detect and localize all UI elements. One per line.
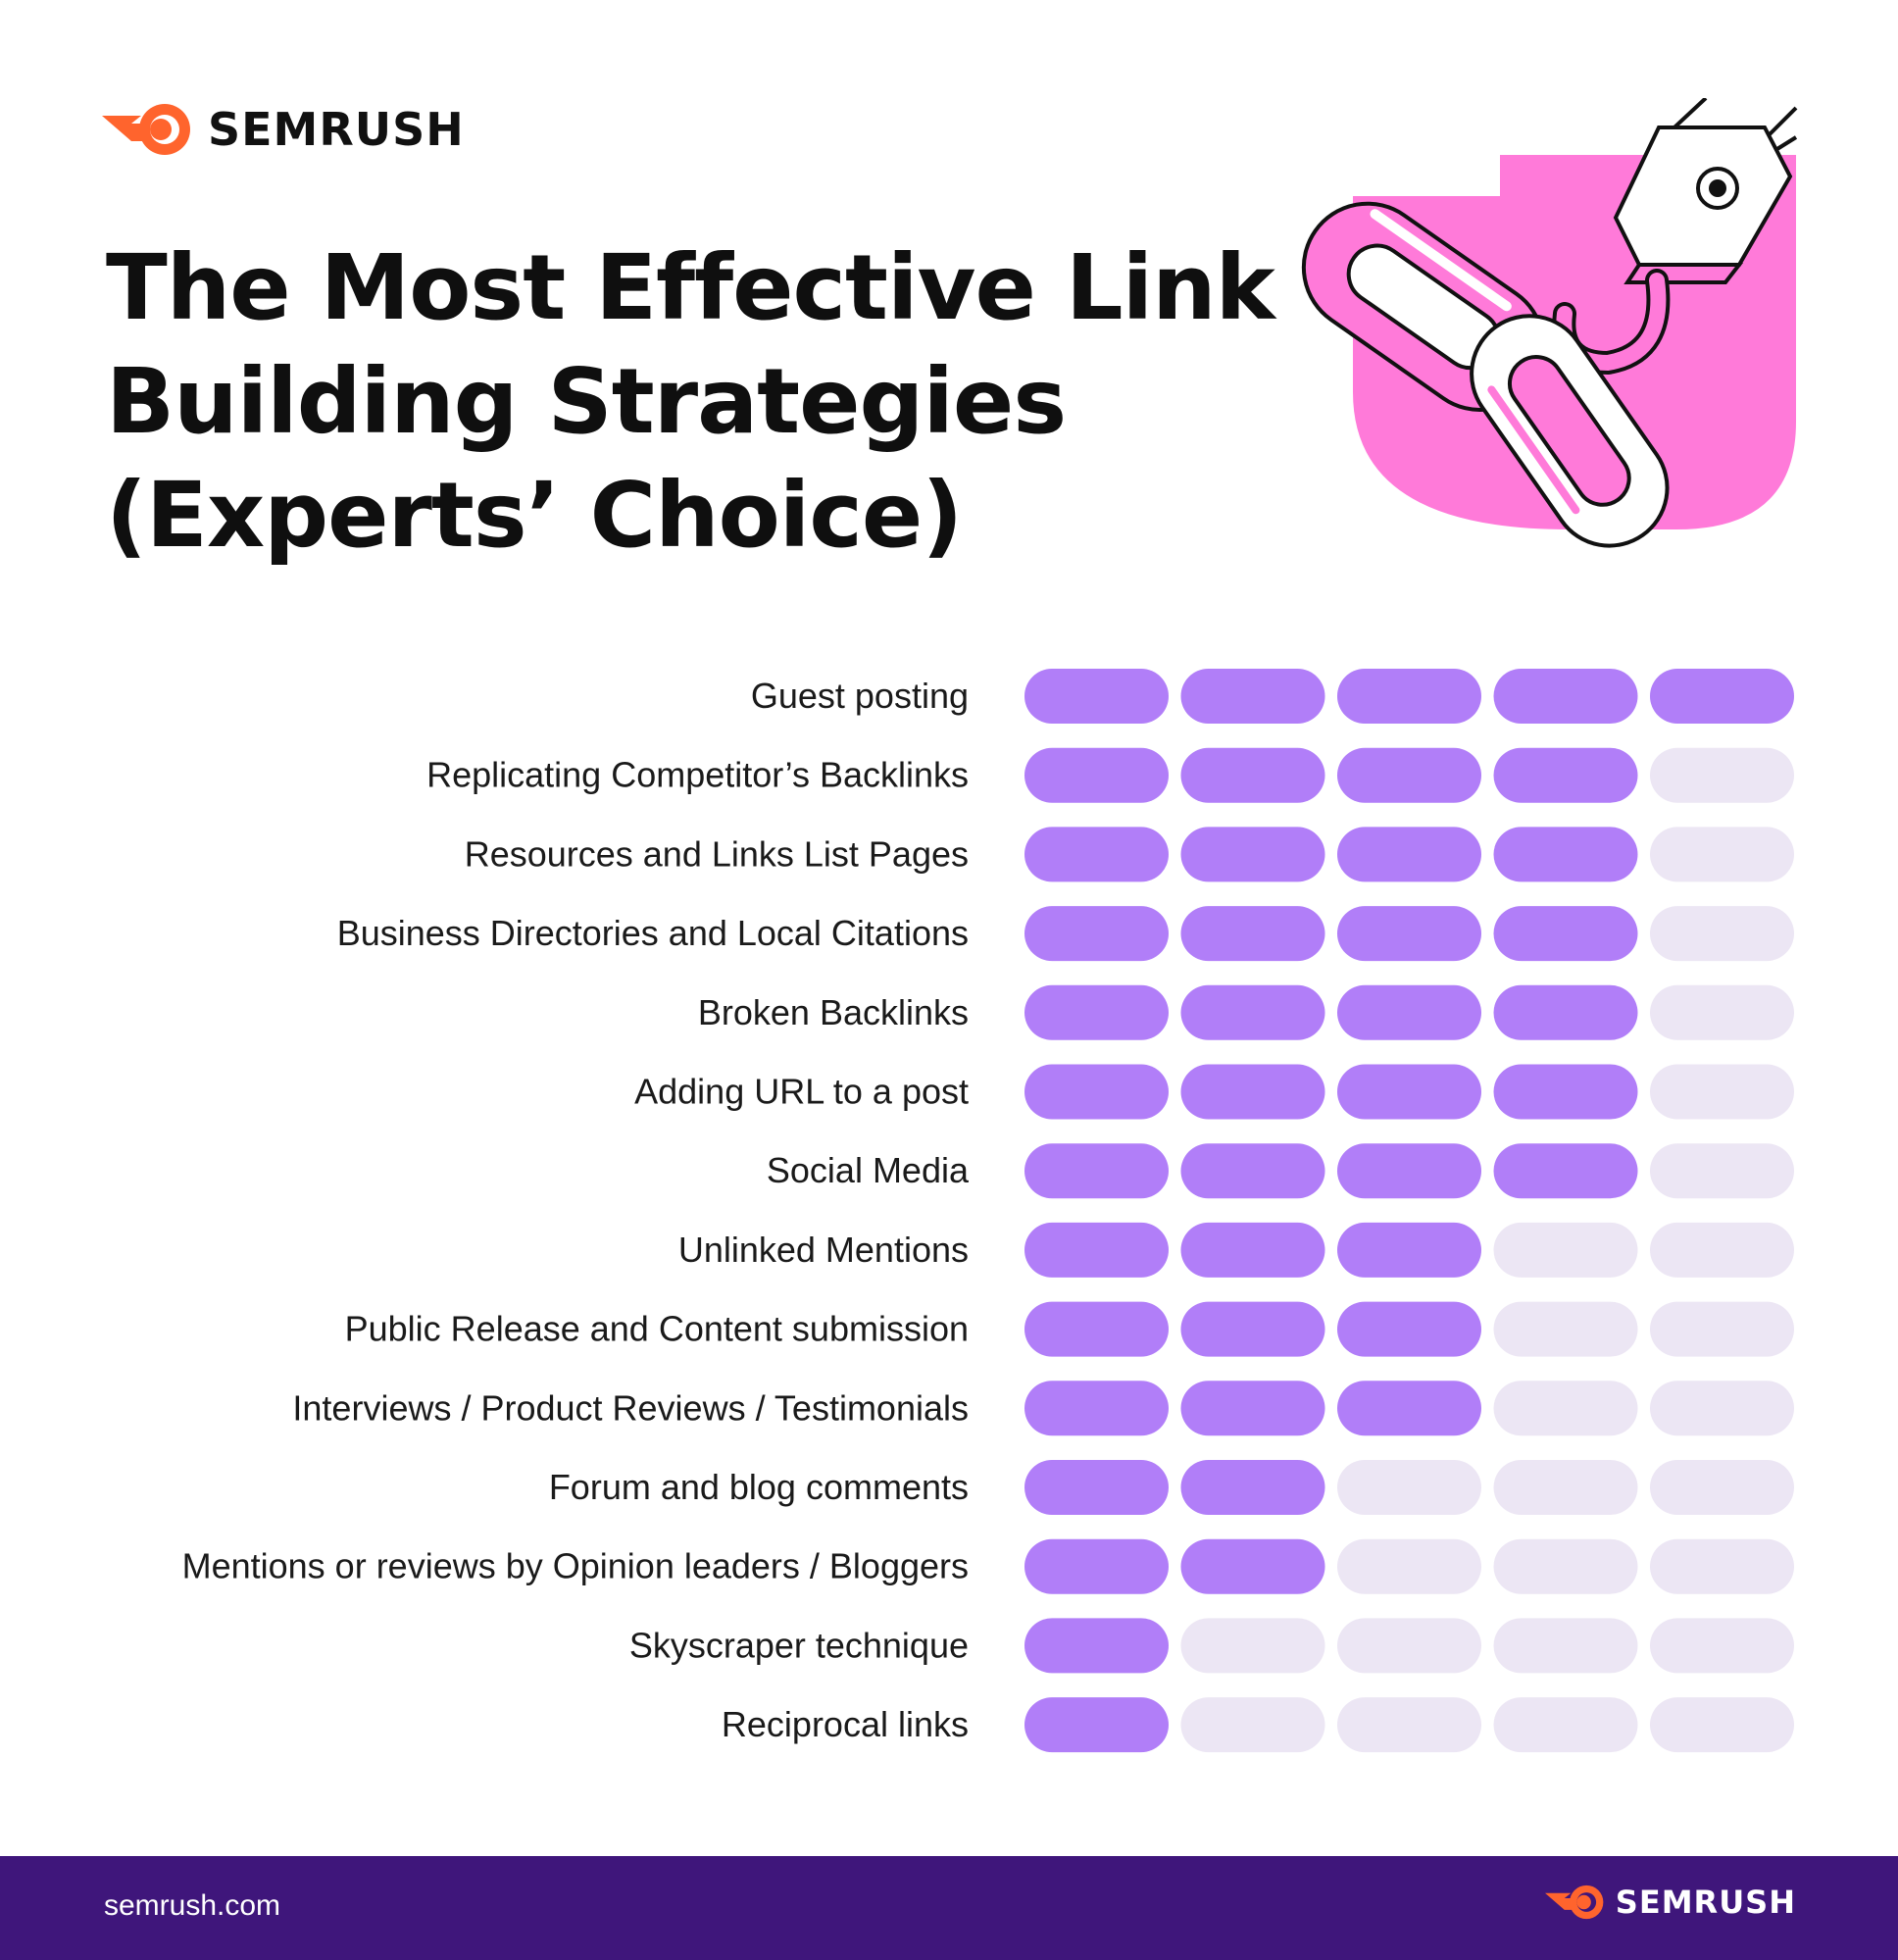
rating-pill-empty [1337, 1460, 1481, 1515]
footer-logo: SEMRUSH [1544, 1884, 1796, 1921]
rating-pill-filled [1024, 1143, 1169, 1199]
page-title: The Most Effective Link Building Strateg… [106, 231, 1275, 573]
rating-pill-empty [1493, 1697, 1638, 1753]
rating-pill-empty [1650, 827, 1794, 882]
rating-pill-empty [1650, 1381, 1794, 1436]
rating-pill-filled [1024, 827, 1169, 882]
rating-pill-empty [1337, 1618, 1481, 1674]
rating-pill-filled [1024, 984, 1169, 1040]
rating-pill-filled [1180, 1301, 1325, 1357]
rating-pill-filled [1337, 1143, 1481, 1199]
rating-pill-filled [1024, 1538, 1169, 1594]
rating-pill-empty [1493, 1222, 1638, 1278]
rating-pill-empty [1180, 1618, 1325, 1674]
rating-pill-empty [1180, 1697, 1325, 1753]
semrush-rocket-icon [1544, 1885, 1604, 1920]
rating-pill-filled [1337, 906, 1481, 962]
category-label: Adding URL to a post [634, 1072, 969, 1112]
rating-pill-filled [1493, 984, 1638, 1040]
rating-pill-filled [1337, 984, 1481, 1040]
rating-pill-filled [1493, 906, 1638, 962]
rating-pill-empty [1650, 1460, 1794, 1515]
rating-pill-empty [1650, 1301, 1794, 1357]
rating-pill-empty [1650, 906, 1794, 962]
category-label: Unlinked Mentions [678, 1230, 969, 1270]
semrush-logo: SEMRUSH [102, 102, 465, 157]
rating-pill-empty [1337, 1697, 1481, 1753]
rating-pill-empty [1650, 984, 1794, 1040]
rating-pill-empty [1650, 747, 1794, 803]
semrush-wordmark: SEMRUSH [208, 103, 465, 156]
rating-pill-empty [1493, 1618, 1638, 1674]
chain-hook-illustration [1301, 98, 1798, 548]
footer: semrush.com SEMRUSH [0, 1856, 1898, 1960]
rating-pill-filled [1493, 827, 1638, 882]
rating-pill-filled [1180, 1143, 1325, 1199]
rating-pill-filled [1337, 827, 1481, 882]
rating-pill-filled [1180, 1064, 1325, 1120]
rating-pill-filled [1180, 1538, 1325, 1594]
rating-pill-filled [1024, 1301, 1169, 1357]
strategy-rating-chart: Guest posting Replicating Competitor’s Ba… [182, 669, 1794, 1753]
rating-pill-filled [1337, 747, 1481, 803]
title-line-1: The Most Effective Link [106, 235, 1275, 340]
rating-pill-filled [1180, 1460, 1325, 1515]
category-label: Replicating Competitor’s Backlinks [426, 755, 969, 795]
category-label: Public Release and Content submission [345, 1309, 969, 1349]
rating-pill-empty [1650, 1618, 1794, 1674]
rating-pill-filled [1180, 747, 1325, 803]
rating-pill-empty [1650, 1222, 1794, 1278]
category-label: Guest posting [751, 676, 969, 716]
rating-pill-filled [1180, 1381, 1325, 1436]
category-label: Resources and Links List Pages [465, 833, 969, 874]
rating-pill-filled [1024, 1381, 1169, 1436]
rating-pill-empty [1493, 1538, 1638, 1594]
rating-pill-filled [1337, 1222, 1481, 1278]
rating-pill-empty [1650, 1697, 1794, 1753]
rating-pill-filled [1024, 1618, 1169, 1674]
footer-wordmark: SEMRUSH [1615, 1884, 1796, 1921]
rating-pill-filled [1337, 1381, 1481, 1436]
rating-pill-filled [1024, 669, 1169, 724]
title-line-3: (Experts’ Choice) [106, 463, 963, 568]
rating-pill-empty [1493, 1381, 1638, 1436]
rating-pill-filled [1180, 1222, 1325, 1278]
rating-pill-filled [1024, 1460, 1169, 1515]
rating-pill-empty [1650, 1143, 1794, 1199]
rating-pill-filled [1180, 669, 1325, 724]
rating-pill-filled [1180, 906, 1325, 962]
rating-pill-filled [1024, 747, 1169, 803]
category-label: Mentions or reviews by Opinion leaders /… [182, 1546, 969, 1586]
rating-pill-filled [1493, 747, 1638, 803]
title-line-2: Building Strategies [106, 349, 1067, 454]
rating-pill-filled [1180, 827, 1325, 882]
footer-url[interactable]: semrush.com [104, 1889, 281, 1922]
rating-pill-filled [1650, 669, 1794, 724]
category-label: Social Media [767, 1150, 970, 1190]
rating-pill-filled [1337, 1301, 1481, 1357]
rating-pill-empty [1493, 1301, 1638, 1357]
category-label: Skyscraper technique [629, 1625, 969, 1665]
rating-pill-filled [1024, 1064, 1169, 1120]
rating-pill-filled [1337, 1064, 1481, 1120]
rating-pill-empty [1337, 1538, 1481, 1594]
rating-pill-empty [1650, 1064, 1794, 1120]
rating-pill-filled [1180, 984, 1325, 1040]
semrush-rocket-icon [102, 104, 190, 155]
rating-pill-filled [1337, 669, 1481, 724]
rating-pill-empty [1493, 1460, 1638, 1515]
rating-pill-filled [1024, 1222, 1169, 1278]
rating-pill-filled [1493, 669, 1638, 724]
rating-pill-filled [1493, 1064, 1638, 1120]
category-label: Reciprocal links [722, 1704, 969, 1744]
rating-pill-filled [1024, 906, 1169, 962]
category-label: Interviews / Product Reviews / Testimoni… [292, 1387, 969, 1428]
category-label: Forum and blog comments [549, 1467, 969, 1507]
category-label: Broken Backlinks [698, 992, 969, 1032]
rating-pill-filled [1024, 1697, 1169, 1753]
category-label: Business Directories and Local Citations [337, 913, 969, 953]
rating-pill-empty [1650, 1538, 1794, 1594]
rating-pill-filled [1493, 1143, 1638, 1199]
